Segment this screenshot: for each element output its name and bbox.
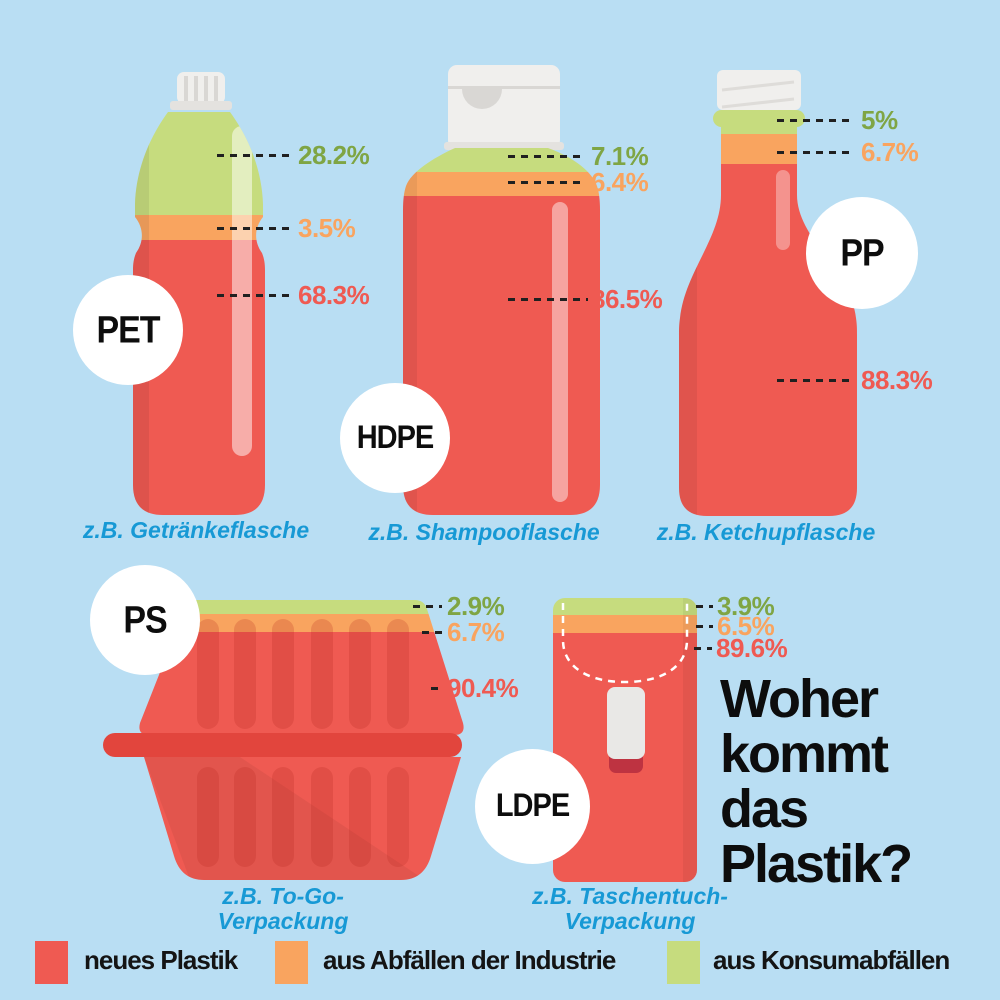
pp-material-label: PP: [840, 231, 884, 274]
hdpe-bottle-illustration: [403, 65, 600, 515]
ps-material-label: PS: [123, 598, 167, 641]
pp-consumer-leader: [777, 119, 855, 122]
ps-consumer-leader: [413, 605, 442, 608]
ldpe-sticker-tab: [607, 687, 645, 759]
hdpe-new-leader: [508, 298, 588, 301]
hdpe-cap: [444, 65, 564, 150]
pp-consumer-pct: 5%: [861, 105, 898, 135]
ps-example-caption: z.B. To-Go-Verpackung: [217, 883, 349, 935]
pet-example-caption: z.B. Getränkeflasche: [82, 517, 310, 543]
hdpe-band-consumer: [403, 148, 600, 172]
ps-lid-ribs: [197, 619, 409, 729]
ps-industry-leader: [422, 631, 442, 634]
ps-band-new: [139, 632, 464, 735]
ldpe-new-leader: [694, 647, 712, 650]
pp-example-caption: z.B. Ketchupflasche: [656, 519, 876, 545]
pp-industry-leader: [777, 151, 855, 154]
pp-material-badge: PP: [806, 197, 918, 309]
pp-new-leader: [777, 379, 855, 382]
pp-cap: [717, 70, 801, 110]
ps-band-consumer: [139, 600, 464, 614]
ps-new-leader: [431, 687, 443, 690]
ldpe-material-label: LDPE: [495, 788, 570, 824]
hdpe-consumer-leader: [508, 155, 586, 158]
ps-material-badge: PS: [90, 565, 200, 675]
pet-material-badge: PET: [73, 275, 183, 385]
hdpe-example-caption: z.B. Shampooflasche: [368, 519, 600, 545]
pp-industry-pct: 6.7%: [861, 137, 919, 167]
pet-industry-leader: [217, 227, 295, 230]
legend-swatch-new-plastic: [35, 941, 68, 984]
ps-box-illustration: [103, 600, 464, 880]
pp-new-pct: 88.3%: [861, 365, 933, 395]
ldpe-flap-stitch: [561, 603, 689, 684]
ps-lid-rim: [103, 733, 462, 757]
ps-base-ribs: [197, 767, 409, 867]
ps-consumer-pct: 2.9%: [447, 591, 505, 621]
ps-band-industry: [139, 614, 464, 632]
hdpe-material-badge: HDPE: [340, 383, 450, 493]
ldpe-material-badge: LDPE: [475, 749, 590, 864]
pet-consumer-leader: [217, 154, 295, 157]
hdpe-industry-pct: 6.4%: [591, 167, 649, 197]
ldpe-band-industry: [553, 615, 697, 633]
hdpe-industry-leader: [508, 181, 586, 184]
pet-cap: [170, 72, 232, 110]
legend-label-new-plastic: neues Plastik: [84, 945, 238, 975]
legend-label-consumer-waste: aus Konsumabfällen: [713, 945, 950, 975]
hdpe-band-industry: [403, 172, 600, 196]
ps-new-pct: 90.4%: [447, 673, 519, 703]
ldpe-industry-pct: 6.5%: [717, 611, 775, 641]
ldpe-band-consumer: [553, 598, 697, 615]
hdpe-consumer-pct: 7.1%: [591, 141, 649, 171]
hdpe-new-pct: 86.5%: [591, 284, 663, 314]
hdpe-highlight: [552, 202, 568, 502]
pp-band-industry: [721, 134, 797, 166]
pet-highlight: [232, 126, 252, 456]
pet-consumer-pct: 28.2%: [298, 140, 370, 170]
pet-industry-pct: 3.5%: [298, 213, 356, 243]
page-title: Woher kommt das Plastik?: [720, 669, 913, 894]
ldpe-new-pct: 89.6%: [716, 633, 788, 663]
hdpe-material-label: HDPE: [356, 419, 435, 456]
pp-highlight: [776, 170, 790, 250]
ldpe-consumer-leader: [696, 605, 713, 608]
ldpe-consumer-pct: 3.9%: [717, 591, 775, 621]
legend-label-industry-waste: aus Abfällen der Industrie: [323, 945, 616, 975]
pet-material-label: PET: [96, 308, 160, 351]
ps-base: [144, 757, 461, 880]
pet-new-leader: [217, 294, 295, 297]
pp-band-consumer: [713, 110, 805, 134]
pet-new-pct: 68.3%: [298, 280, 370, 310]
legend-swatch-industry-waste: [275, 941, 308, 984]
ps-industry-pct: 6.7%: [447, 617, 505, 647]
legend-swatch-consumer-waste: [667, 941, 700, 984]
ldpe-industry-leader: [696, 625, 713, 628]
ldpe-example-caption: z.B. Taschentuch- Verpackung: [532, 883, 728, 935]
